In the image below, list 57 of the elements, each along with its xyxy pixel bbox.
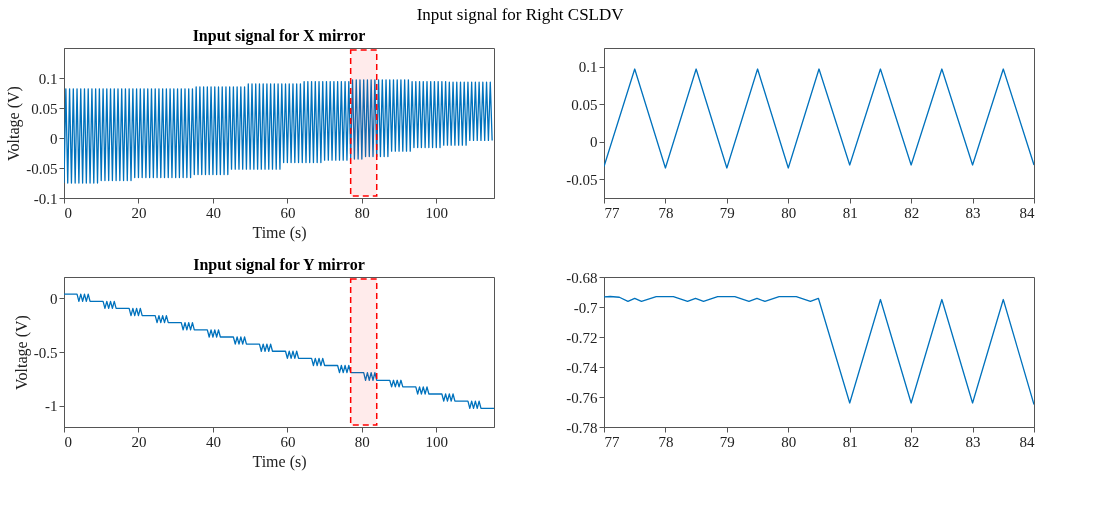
y-tick-label: -0.78	[566, 419, 598, 436]
chart-subtitle: Input signal for X mirror	[192, 27, 366, 45]
line-series	[64, 293, 494, 410]
x-tick-label: 100	[425, 433, 449, 450]
y-tick-label: 0	[50, 290, 58, 307]
x-tick-label: 83	[965, 433, 981, 450]
y-tick-label: 0.05	[571, 96, 598, 113]
x-tick-label: 100	[425, 204, 449, 221]
y-tick-label: -0.05	[566, 171, 598, 188]
x-tick-label: 84	[1019, 204, 1035, 221]
line-series	[64, 79, 493, 184]
x-tick-label: 40	[205, 204, 221, 221]
y-tick-label: -0.05	[26, 160, 58, 177]
y-tick-label: 0	[590, 134, 598, 151]
x-tick-label: 80	[354, 433, 370, 450]
y-tick-label: -1	[45, 398, 58, 415]
y-tick-label: -0.1	[33, 190, 58, 207]
x-tick-label: 84	[1019, 433, 1035, 450]
x-tick-label: 81	[842, 433, 858, 450]
y-tick-label: -0.72	[566, 329, 598, 346]
x-tick-label: 40	[205, 433, 221, 450]
x-tick-label: 20	[131, 433, 147, 450]
x-tick-label: 0	[64, 204, 72, 221]
y-tick-label: -0.5	[33, 344, 58, 361]
x-axis-title: Time (s)	[252, 452, 307, 471]
y-tick-label: 0.1	[578, 59, 598, 76]
y-tick-label: -0.76	[566, 389, 598, 406]
line-series	[604, 295, 1034, 406]
x-tick-label: 82	[904, 204, 920, 221]
y-tick-label: -0.68	[566, 269, 598, 286]
chart-title: Input signal for Y mirror	[193, 256, 365, 274]
x-tick-label: 82	[904, 433, 920, 450]
x-tick-label: 78	[658, 433, 674, 450]
x-tick-label: 20	[131, 204, 147, 221]
x-tick-label: 80	[781, 433, 797, 450]
y-axis-title: Voltage (V)	[5, 86, 24, 161]
line-series	[604, 68, 1034, 169]
x-tick-label: 0	[64, 433, 72, 450]
y-tick-label: -0.74	[566, 359, 598, 376]
x-tick-label: 80	[354, 204, 370, 221]
y-tick-label: -0.7	[573, 299, 598, 316]
y-axis-title: Voltage (V)	[12, 315, 31, 390]
x-tick-label: 77	[604, 433, 620, 450]
x-tick-label: 79	[719, 204, 735, 221]
x-tick-label: 77	[604, 204, 620, 221]
x-tick-label: 83	[965, 204, 981, 221]
y-tick-label: 0.1	[38, 70, 58, 87]
x-tick-label: 79	[719, 433, 735, 450]
chart-title: Input signal for Right CSLDV	[416, 4, 625, 24]
y-tick-label: 0.05	[31, 100, 58, 117]
y-tick-label: 0	[50, 130, 58, 147]
x-axis-title: Time (s)	[252, 223, 307, 242]
x-tick-label: 60	[280, 433, 296, 450]
x-tick-label: 60	[280, 204, 296, 221]
x-tick-label: 80	[781, 204, 797, 221]
x-tick-label: 78	[658, 204, 674, 221]
x-tick-label: 81	[842, 204, 858, 221]
